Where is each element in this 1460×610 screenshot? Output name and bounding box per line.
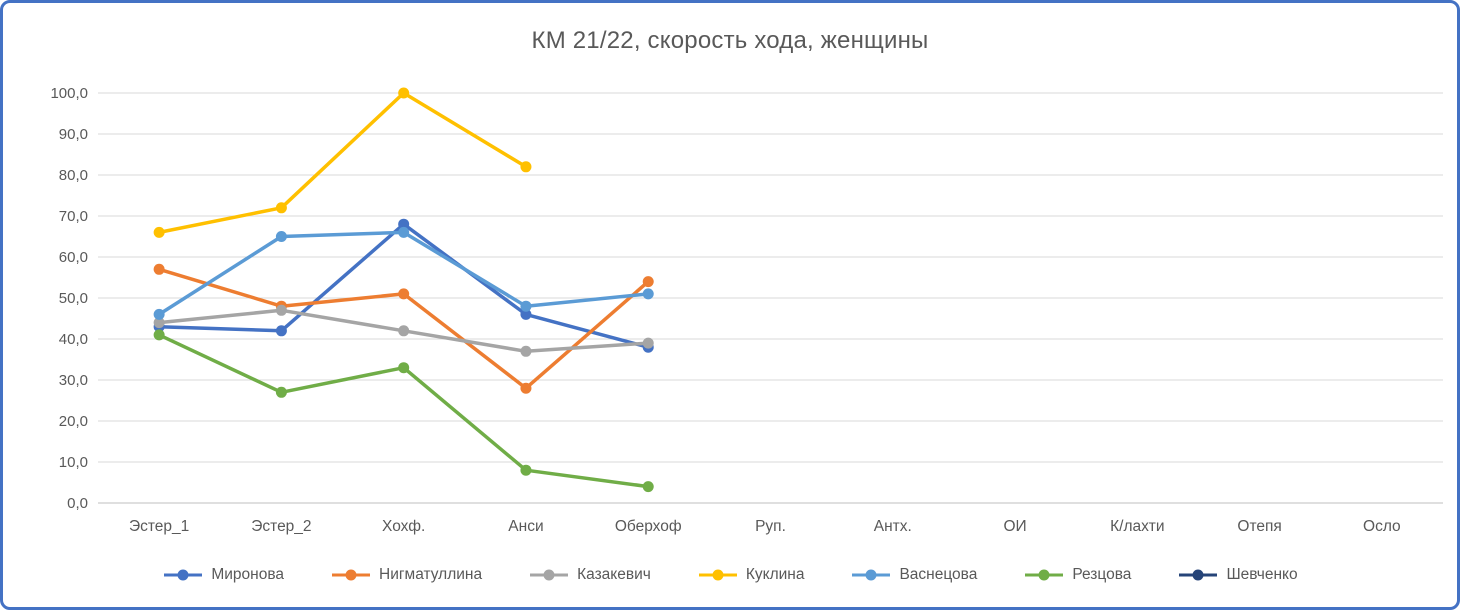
legend-marker-icon <box>1025 569 1064 581</box>
data-point-marker <box>642 288 654 300</box>
data-point-marker <box>520 345 532 357</box>
x-category-label: Хохф. <box>382 518 425 535</box>
data-point-marker <box>275 304 287 316</box>
legend-label: Нигматуллина <box>379 566 483 583</box>
data-point-marker <box>153 317 165 329</box>
series-Казакевич <box>153 304 654 357</box>
x-category-label: Эстер_1 <box>129 518 189 535</box>
legend-label: Миронова <box>211 566 285 583</box>
y-tick-label: 90,0 <box>59 126 88 143</box>
series-line <box>157 333 650 489</box>
legend-item-Нигматуллина: Нигматуллина <box>330 566 482 584</box>
y-tick-label: 0,0 <box>67 495 88 512</box>
y-axis-labels: 0,0 10,0 20,0 30,0 40,0 50,0 60,0 70,0 80,0 90,0 1… <box>50 85 88 512</box>
data-point-marker <box>642 276 654 288</box>
data-point-marker <box>398 87 410 99</box>
x-category-label: Руп. <box>755 518 786 535</box>
legend-item-Куклина: Куклина <box>697 566 805 584</box>
series-Куклина <box>153 87 532 238</box>
y-tick-label: 80,0 <box>59 167 88 184</box>
x-axis-labels: Эстер_1 Эстер_2 Хохф. Анси Оберхоф Руп. Антх. О… <box>129 518 1401 535</box>
x-category-label: ОИ <box>1003 518 1026 535</box>
legend: Миронова Нигматуллина Казакевич Куклина Васн… <box>3 548 1457 602</box>
data-point-marker <box>520 161 532 173</box>
legend-marker-icon <box>852 569 891 581</box>
legend-marker-icon <box>530 569 569 581</box>
legend-label: Васнецова <box>899 566 978 583</box>
legend-item-Казакевич: Казакевич <box>528 566 651 584</box>
data-point-marker <box>153 226 165 238</box>
y-tick-label: 100,0 <box>50 85 88 102</box>
legend-marker-icon <box>164 569 203 581</box>
legend-label: Резцова <box>1072 566 1132 583</box>
series-Резцова <box>153 329 654 493</box>
data-point-marker <box>398 288 410 300</box>
data-point-marker <box>520 382 532 394</box>
x-category-label: К/лахти <box>1110 518 1164 535</box>
data-point-marker <box>153 263 165 275</box>
series-line <box>157 230 650 317</box>
series-Васнецова <box>153 226 654 320</box>
data-point-marker <box>520 300 532 312</box>
data-point-marker <box>275 202 287 214</box>
data-point-marker <box>153 329 165 341</box>
legend-item-Шевченко: Шевченко <box>1177 566 1298 584</box>
data-point-marker <box>520 464 532 476</box>
y-tick-label: 60,0 <box>59 249 88 266</box>
x-category-label: Осло <box>1363 518 1401 535</box>
legend-label: Казакевич <box>577 566 651 583</box>
x-category-label: Анси <box>508 518 543 535</box>
y-tick-label: 50,0 <box>59 290 88 307</box>
data-point-marker <box>642 337 654 349</box>
x-category-label: Отепя <box>1237 518 1281 535</box>
data-point-marker <box>275 386 287 398</box>
y-tick-label: 40,0 <box>59 331 88 348</box>
legend-label: Куклина <box>745 566 805 583</box>
legend-marker-icon <box>698 569 737 581</box>
data-point-marker <box>275 325 287 337</box>
series-line <box>157 91 528 235</box>
data-point-marker <box>398 226 410 238</box>
data-point-marker <box>520 308 532 320</box>
legend-item-Васнецова: Васнецова <box>850 566 977 584</box>
y-tick-label: 10,0 <box>59 454 88 471</box>
legend-label: Шевченко <box>1226 566 1298 583</box>
x-category-label: Оберхоф <box>615 518 682 535</box>
data-point-marker <box>398 325 410 337</box>
x-category-label: Антх. <box>874 518 912 535</box>
legend-item-Резцова: Резцова <box>1023 566 1131 584</box>
y-tick-label: 70,0 <box>59 208 88 225</box>
x-category-label: Эстер_2 <box>251 518 311 535</box>
data-point-marker <box>153 308 165 320</box>
legend-marker-icon <box>332 569 371 581</box>
gridlines <box>98 92 1443 504</box>
chart-title: КМ 21/22, скорость хода, женщины <box>531 27 929 54</box>
data-point-marker <box>398 362 410 374</box>
legend-item-Миронова: Миронова <box>162 566 284 584</box>
data-point-marker <box>642 481 654 493</box>
y-tick-label: 20,0 <box>59 413 88 430</box>
legend-marker-icon <box>1179 569 1218 581</box>
data-point-marker <box>275 231 287 242</box>
y-tick-label: 30,0 <box>59 372 88 389</box>
data-point-marker <box>398 218 410 230</box>
plot-area: 0,0 10,0 20,0 30,0 40,0 50,0 60,0 70,0 80,0 90,0 1… <box>50 85 1443 535</box>
